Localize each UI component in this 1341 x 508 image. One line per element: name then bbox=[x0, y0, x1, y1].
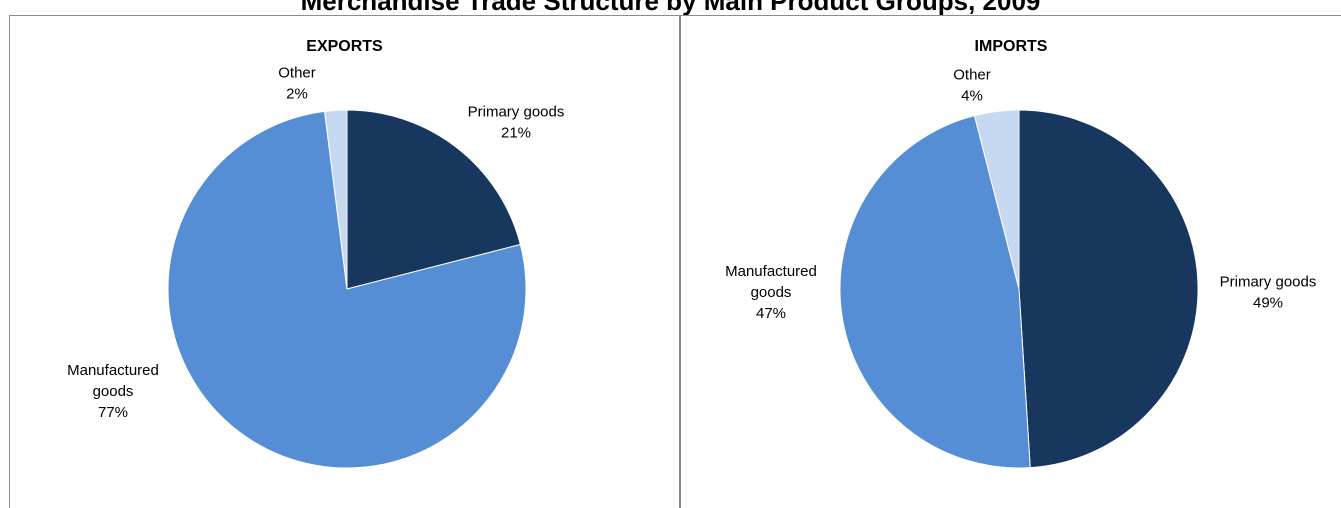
exports-slice-primary-goods bbox=[346, 109, 521, 290]
imports-slice-other bbox=[973, 109, 1020, 290]
exports-pie-chart: Primary goods 21% Manufactured goods 77% Othe… bbox=[67, 65, 565, 469]
imports-chart-panel: IMPORTS Primary goods 49% Manufactured good… bbox=[680, 15, 1341, 508]
imports-slice-primary-goods bbox=[1018, 109, 1199, 469]
exports-slice-other bbox=[324, 109, 348, 290]
exports-chart-title: EXPORTS bbox=[306, 38, 383, 55]
imports-chart-title: IMPORTS bbox=[974, 38, 1048, 55]
exports-label-manufactured-goods: Manufactured goods 77% bbox=[67, 362, 159, 421]
imports-pie-chart: Primary goods 49% Manufactured goods 47% Othe… bbox=[725, 67, 1317, 469]
imports-label-other: Other 4% bbox=[953, 67, 991, 105]
imports-slice-manufactured-goods bbox=[839, 115, 1031, 469]
imports-label-manufactured-goods: Manufactured goods 47% bbox=[725, 263, 817, 322]
exports-label-other: Other 2% bbox=[278, 65, 316, 103]
imports-label-primary-goods: Primary goods 49% bbox=[1220, 274, 1317, 312]
page-title: Merchandise Trade Structure by Main Prod… bbox=[300, 0, 1041, 16]
exports-slice-manufactured-goods bbox=[167, 110, 527, 469]
exports-chart-panel: EXPORTS Primary goods 21% Manufactured good… bbox=[9, 15, 680, 508]
exports-label-primary-goods: Primary goods 21% bbox=[468, 104, 565, 142]
